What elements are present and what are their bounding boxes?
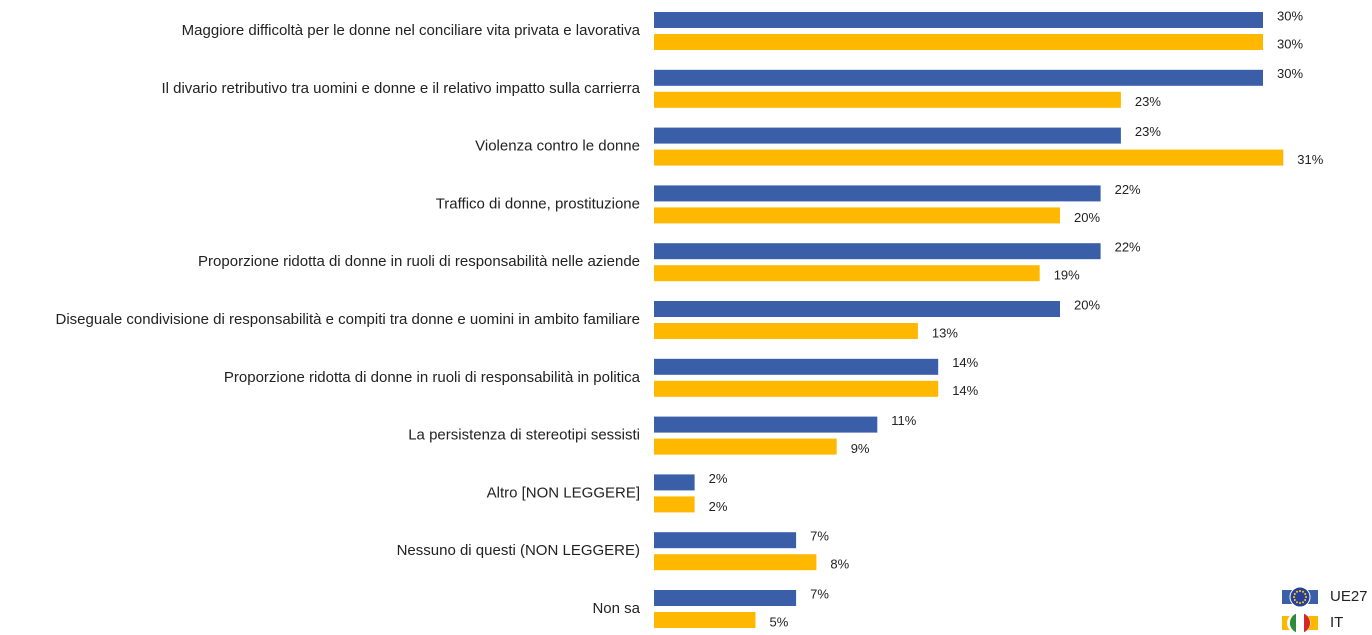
bar (654, 532, 797, 549)
value-label: 30% (1277, 66, 1303, 81)
category-label: Nessuno di questi (NON LEGGERE) (397, 542, 640, 559)
legend-flag-star (1305, 596, 1307, 598)
bar (654, 34, 1263, 50)
value-label: 7% (810, 586, 829, 601)
value-label: 2% (709, 471, 728, 486)
value-label: 7% (810, 529, 829, 544)
value-label: 14% (952, 355, 978, 370)
bar (654, 185, 1101, 202)
value-label: 20% (1074, 210, 1100, 225)
legend-flag-star (1304, 593, 1307, 595)
category-label: Non sa (592, 600, 640, 617)
legend-flag-part (1289, 613, 1296, 633)
bar (654, 12, 1263, 28)
bar (654, 496, 695, 513)
value-label: 23% (1135, 94, 1161, 109)
bar (654, 358, 939, 375)
bar (654, 323, 918, 339)
category-label: La persistenza di stereotipi sessisti (408, 427, 640, 444)
category-label: Proporzione ridotta di donne in ruoli di… (198, 253, 640, 270)
category-label: Maggiore difficoltà per le donne nel con… (182, 22, 641, 39)
bar (654, 380, 939, 397)
value-label: 13% (932, 325, 958, 340)
value-label: 9% (851, 441, 870, 456)
bar (654, 69, 1263, 86)
category-label: Violenza contro le donne (475, 138, 640, 155)
legend-flag-star (1299, 590, 1301, 592)
legend-flag-star (1293, 593, 1296, 595)
bar (654, 149, 1284, 166)
legend-flag-star (1293, 599, 1296, 601)
value-label: 2% (709, 499, 728, 514)
bar (654, 590, 797, 606)
bar (654, 612, 756, 628)
value-label: 22% (1115, 240, 1141, 255)
value-label: 30% (1277, 36, 1303, 51)
bar (654, 127, 1121, 144)
legend-flag-part (1287, 613, 1300, 633)
bar (654, 243, 1101, 260)
value-label: 11% (891, 413, 916, 428)
legend-flag-star (1299, 602, 1301, 604)
value-label: 31% (1297, 152, 1323, 167)
legend-flag-star (1304, 599, 1307, 601)
value-label: 19% (1054, 268, 1080, 283)
bar (654, 474, 695, 491)
value-label: 22% (1115, 182, 1141, 197)
legend-flag-star (1296, 601, 1298, 604)
legend-flag-star (1302, 601, 1304, 604)
category-label: Diseguale condivisione di responsabilità… (56, 311, 640, 328)
bar (654, 554, 817, 571)
bar (654, 207, 1060, 224)
legend-label: UE27 (1330, 588, 1368, 605)
value-label: 5% (770, 614, 789, 629)
category-label: Il divario retributivo tra uomini e donn… (161, 80, 640, 97)
category-label: Traffico di donne, prostituzione (436, 195, 640, 212)
value-label: 20% (1074, 297, 1100, 312)
legend-flag-star (1302, 590, 1304, 593)
legend-flag-star (1296, 590, 1298, 593)
bar (654, 416, 878, 433)
value-label: 8% (830, 557, 849, 572)
value-label: 14% (952, 383, 978, 398)
bar (654, 91, 1121, 108)
bar (654, 301, 1060, 317)
bar (654, 265, 1040, 282)
bar (654, 438, 837, 455)
legend-flag (1289, 586, 1311, 608)
category-label: Altro [NON LEGGERE] (487, 484, 640, 501)
legend-flag-part (1304, 613, 1311, 633)
category-label: Proporzione ridotta di donne in ruoli di… (224, 369, 641, 386)
value-label: 23% (1135, 124, 1161, 139)
legend-label: IT (1330, 614, 1343, 631)
legend-flag-star (1293, 596, 1295, 598)
value-label: 30% (1277, 8, 1303, 23)
